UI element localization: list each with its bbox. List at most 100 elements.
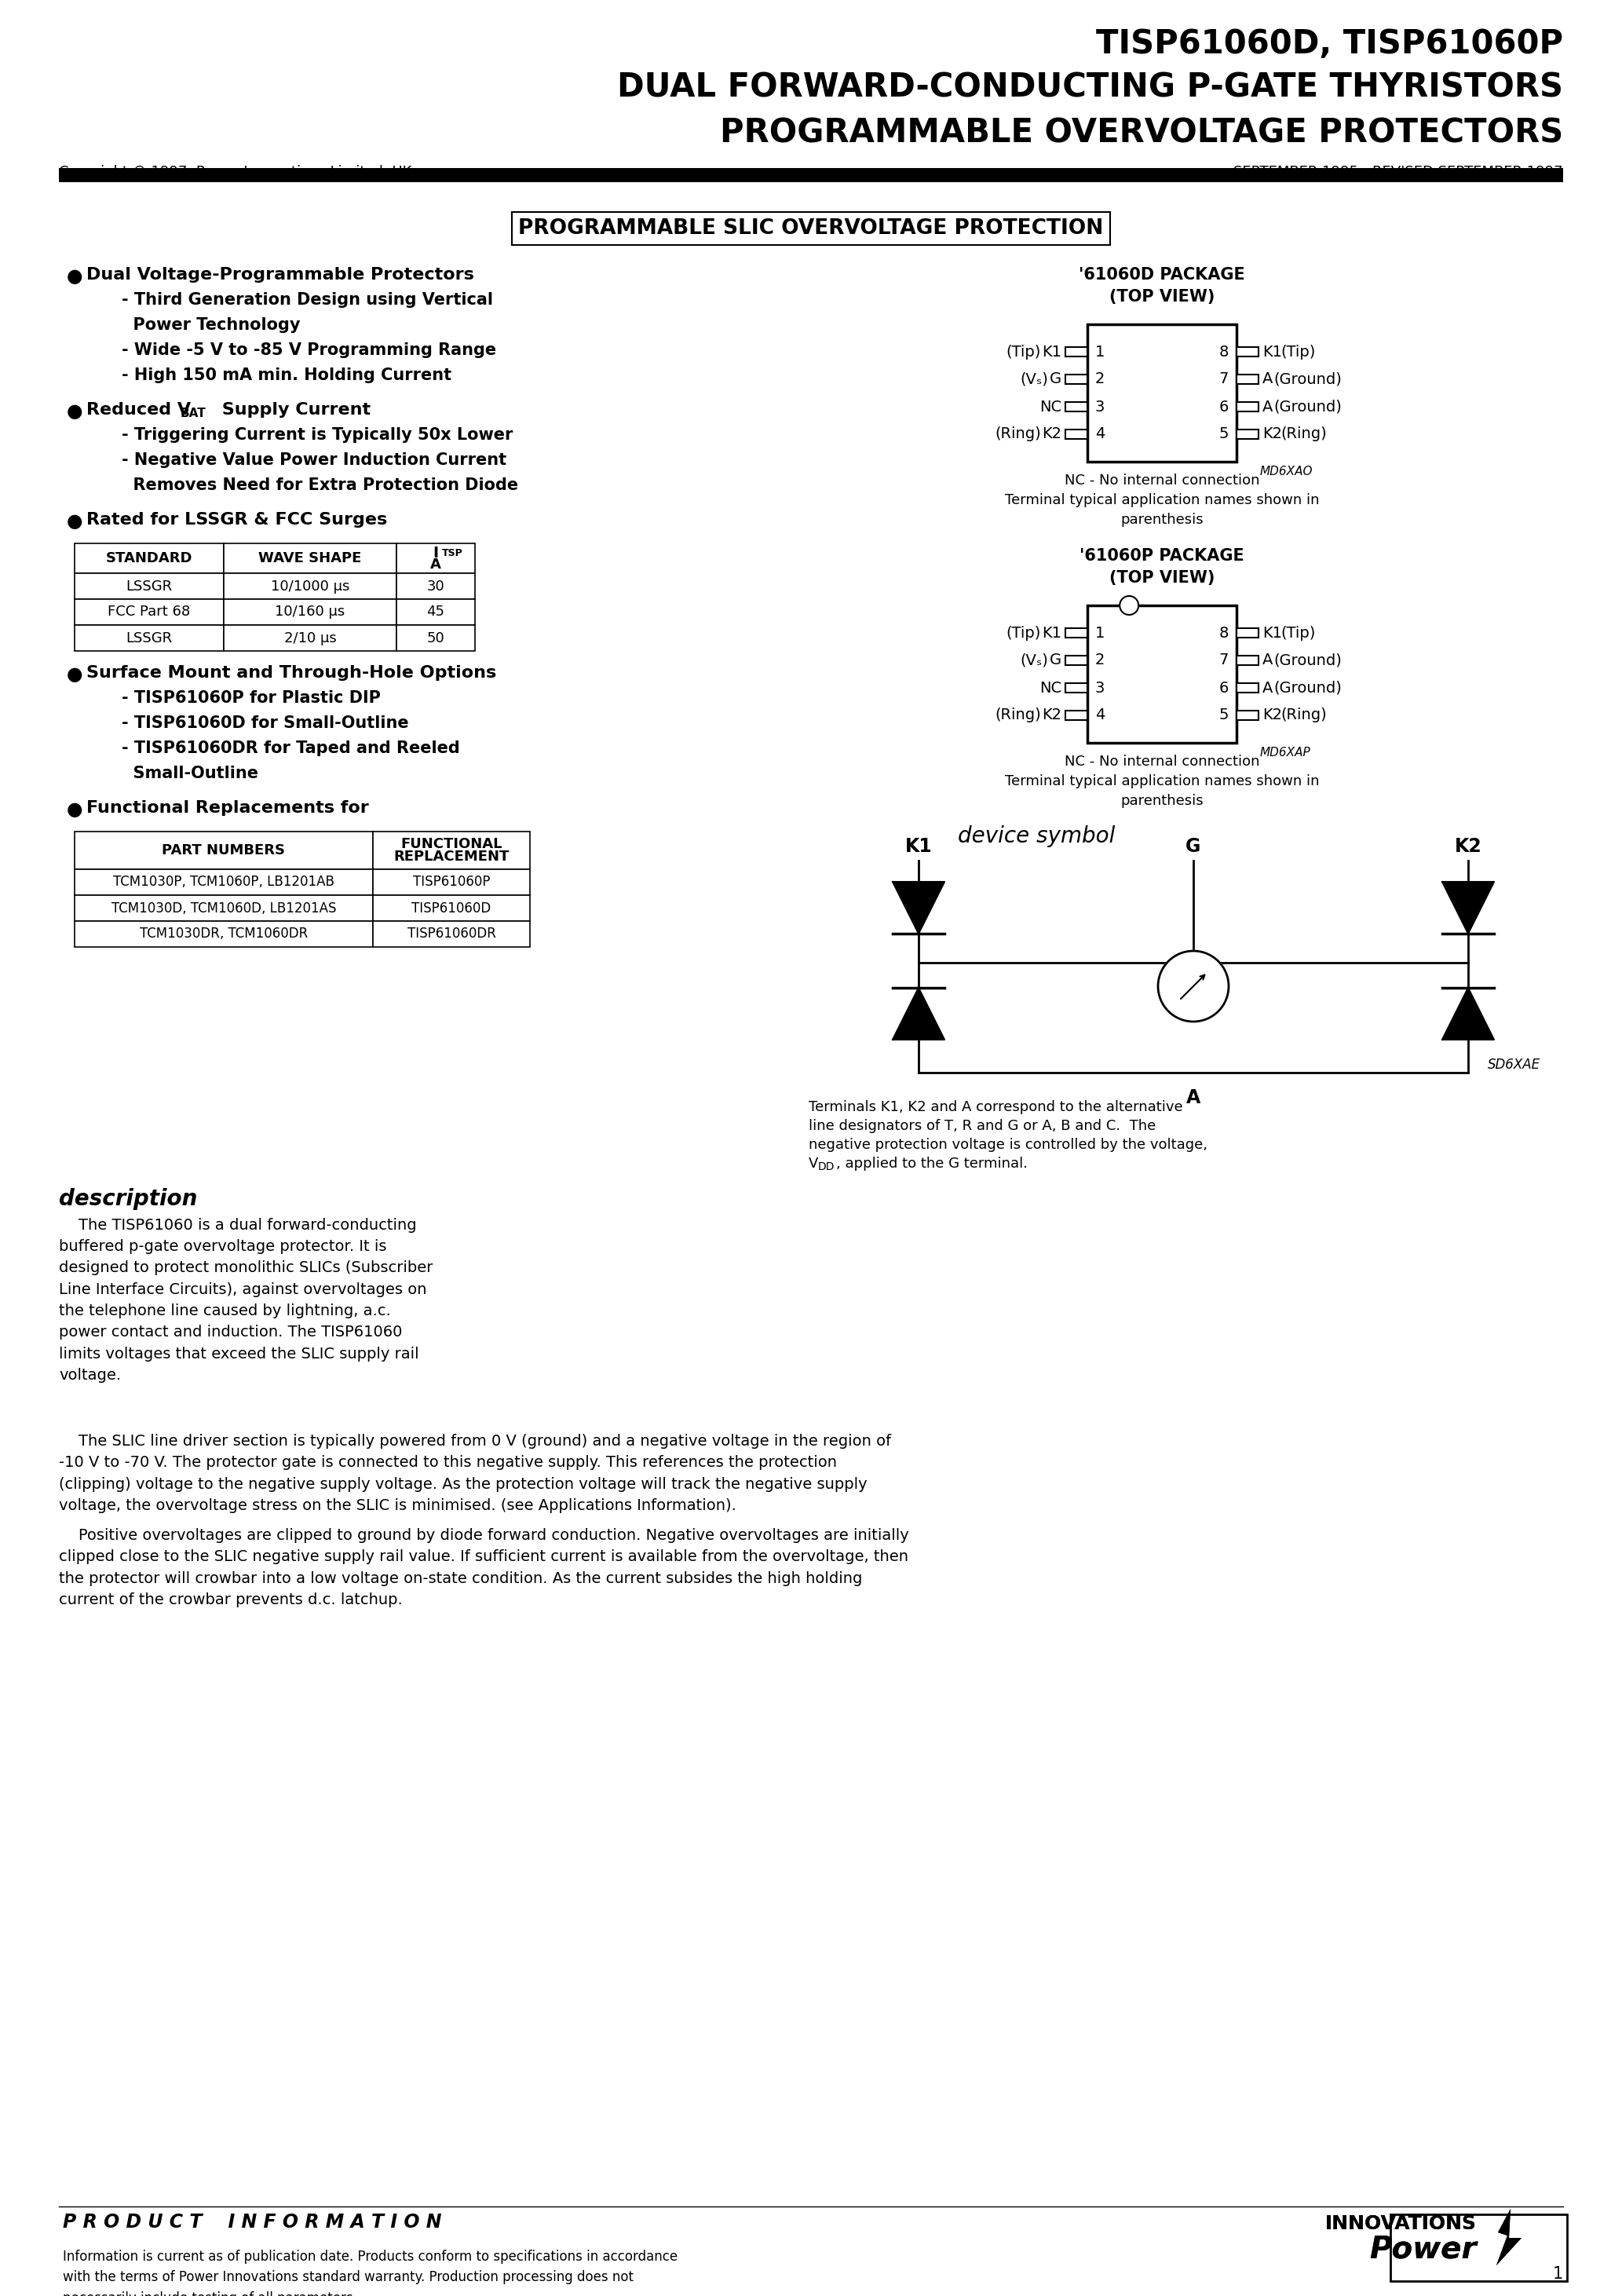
Text: K1: K1 bbox=[1262, 625, 1281, 641]
Bar bbox=[1236, 402, 1259, 411]
Text: TSP: TSP bbox=[443, 549, 462, 558]
Text: 8: 8 bbox=[1220, 344, 1229, 358]
Text: Information is current as of publication date. Products conform to specification: Information is current as of publication… bbox=[63, 2250, 678, 2296]
Bar bbox=[75, 625, 224, 652]
Bar bbox=[1236, 629, 1259, 638]
Text: (Tip): (Tip) bbox=[1006, 625, 1041, 641]
Polygon shape bbox=[1497, 2209, 1521, 2266]
Bar bbox=[1087, 606, 1236, 744]
Polygon shape bbox=[892, 987, 944, 1040]
Text: K1: K1 bbox=[1262, 344, 1281, 358]
Text: Dual Voltage-Programmable Protectors: Dual Voltage-Programmable Protectors bbox=[86, 266, 474, 282]
Text: Functional Replacements for: Functional Replacements for bbox=[86, 799, 368, 815]
Bar bbox=[75, 544, 224, 574]
Bar bbox=[1066, 402, 1087, 411]
Circle shape bbox=[1119, 597, 1139, 615]
Text: (Tip): (Tip) bbox=[1280, 344, 1315, 358]
Text: Terminals K1, K2 and A correspond to the alternative: Terminals K1, K2 and A correspond to the… bbox=[809, 1100, 1182, 1114]
Bar bbox=[396, 574, 475, 599]
Text: (Ring): (Ring) bbox=[1280, 427, 1327, 441]
Text: (TOP VIEW): (TOP VIEW) bbox=[1109, 569, 1215, 585]
Text: (Vₛ): (Vₛ) bbox=[1020, 372, 1048, 386]
Bar bbox=[75, 831, 373, 870]
Text: Small-Outline: Small-Outline bbox=[122, 765, 258, 781]
Text: TCM1030P, TCM1060P, LB1201AB: TCM1030P, TCM1060P, LB1201AB bbox=[114, 875, 334, 889]
Text: 45: 45 bbox=[427, 606, 444, 620]
Text: Surface Mount and Through-Hole Options: Surface Mount and Through-Hole Options bbox=[86, 666, 496, 682]
Bar bbox=[1236, 374, 1259, 383]
Text: (TOP VIEW): (TOP VIEW) bbox=[1109, 289, 1215, 305]
Text: (Ring): (Ring) bbox=[994, 707, 1041, 723]
Text: TISP61060D, TISP61060P: TISP61060D, TISP61060P bbox=[1096, 28, 1564, 60]
Text: TCM1030D, TCM1060D, LB1201AS: TCM1030D, TCM1060D, LB1201AS bbox=[112, 900, 336, 916]
Text: WAVE SHAPE: WAVE SHAPE bbox=[258, 551, 362, 565]
Bar bbox=[1236, 657, 1259, 666]
Bar bbox=[58, 168, 1564, 181]
Text: TISP61060D: TISP61060D bbox=[412, 900, 491, 916]
Bar bbox=[1066, 429, 1087, 439]
Text: Power: Power bbox=[1369, 2234, 1476, 2264]
Text: A: A bbox=[1186, 1088, 1200, 1107]
Text: STANDARD: STANDARD bbox=[105, 551, 193, 565]
Text: (Ground): (Ground) bbox=[1273, 372, 1341, 386]
Text: 7: 7 bbox=[1220, 372, 1229, 386]
Text: Rated for LSSGR & FCC Surges: Rated for LSSGR & FCC Surges bbox=[86, 512, 388, 528]
Bar bbox=[75, 574, 224, 599]
Bar bbox=[1066, 712, 1087, 721]
Polygon shape bbox=[1497, 2209, 1521, 2266]
Polygon shape bbox=[1442, 987, 1494, 1040]
Text: 1: 1 bbox=[1552, 2266, 1564, 2282]
Text: Reduced V: Reduced V bbox=[86, 402, 191, 418]
Text: (Ground): (Ground) bbox=[1273, 680, 1341, 696]
Bar bbox=[75, 599, 224, 625]
Text: A: A bbox=[1262, 372, 1273, 386]
Bar bbox=[1066, 374, 1087, 383]
Text: 50: 50 bbox=[427, 631, 444, 645]
Text: 30: 30 bbox=[427, 579, 444, 592]
Text: NC: NC bbox=[1040, 400, 1061, 413]
Text: 10/1000 μs: 10/1000 μs bbox=[271, 579, 349, 592]
Text: NC: NC bbox=[1040, 680, 1061, 696]
Bar bbox=[224, 625, 396, 652]
Bar bbox=[1236, 347, 1259, 356]
Text: A: A bbox=[430, 558, 441, 572]
Text: 1: 1 bbox=[1095, 344, 1105, 358]
Text: ●: ● bbox=[67, 512, 83, 530]
Text: 5: 5 bbox=[1218, 427, 1229, 441]
Text: ●: ● bbox=[67, 402, 83, 420]
Text: 8: 8 bbox=[1220, 625, 1229, 641]
Text: 3: 3 bbox=[1095, 680, 1105, 696]
Bar bbox=[1066, 629, 1087, 638]
Text: MD6XAP: MD6XAP bbox=[1260, 746, 1311, 758]
Text: device symbol: device symbol bbox=[959, 824, 1116, 847]
Bar bbox=[373, 895, 530, 921]
Text: Copyright © 1997, Power Innovations Limited, UK: Copyright © 1997, Power Innovations Limi… bbox=[58, 165, 412, 179]
Text: G: G bbox=[1186, 838, 1200, 856]
Text: I: I bbox=[433, 546, 438, 560]
Text: DD: DD bbox=[817, 1162, 835, 1173]
Text: Removes Need for Extra Protection Diode: Removes Need for Extra Protection Diode bbox=[122, 478, 519, 494]
Text: 2: 2 bbox=[1095, 372, 1105, 386]
Text: Terminal typical application names shown in: Terminal typical application names shown… bbox=[1004, 774, 1319, 788]
Bar bbox=[1066, 684, 1087, 693]
Text: K2: K2 bbox=[1041, 707, 1061, 723]
Text: Power Technology: Power Technology bbox=[122, 317, 300, 333]
Bar bbox=[1066, 657, 1087, 666]
Text: BAT: BAT bbox=[180, 406, 206, 420]
Text: NC - No internal connection: NC - No internal connection bbox=[1064, 473, 1260, 487]
Text: - Third Generation Design using Vertical: - Third Generation Design using Vertical bbox=[122, 292, 493, 308]
Text: (Ring): (Ring) bbox=[994, 427, 1041, 441]
Bar bbox=[1236, 712, 1259, 721]
Polygon shape bbox=[1442, 882, 1494, 934]
Text: '61060P PACKAGE: '61060P PACKAGE bbox=[1080, 549, 1244, 565]
Bar bbox=[1390, 2213, 1567, 2282]
Text: - TISP61060P for Plastic DIP: - TISP61060P for Plastic DIP bbox=[122, 691, 381, 705]
Text: P R O D U C T    I N F O R M A T I O N: P R O D U C T I N F O R M A T I O N bbox=[63, 2213, 441, 2232]
Text: SD6XAE: SD6XAE bbox=[1487, 1058, 1541, 1072]
Text: ●: ● bbox=[67, 799, 83, 820]
Text: 6: 6 bbox=[1220, 400, 1229, 413]
Text: 2/10 μs: 2/10 μs bbox=[284, 631, 336, 645]
Text: V: V bbox=[809, 1157, 819, 1171]
Bar bbox=[1087, 324, 1236, 461]
Text: - TISP61060DR for Taped and Reeled: - TISP61060DR for Taped and Reeled bbox=[122, 742, 461, 755]
